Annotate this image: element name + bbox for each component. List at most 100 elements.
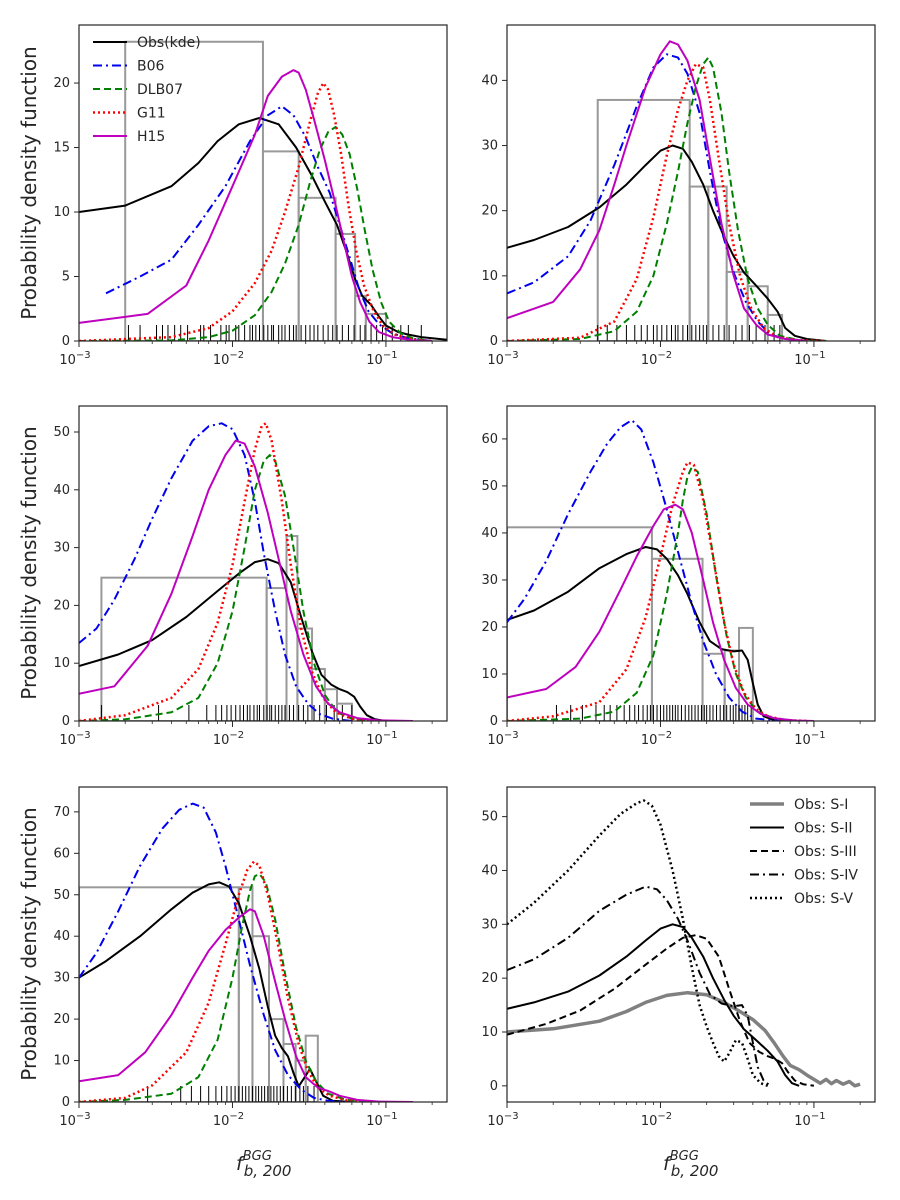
x-tick-exp: −1 [383, 350, 398, 361]
y-tick-label: 40 [481, 73, 498, 88]
x-tick-exp: −1 [383, 1111, 398, 1122]
y-tick-label: 60 [481, 432, 498, 447]
x-label-sup: BGG [243, 1149, 272, 1164]
series-line-obs-kde- [507, 546, 791, 721]
series-line-dlb07 [79, 873, 372, 1102]
x-tick-label: 10−1 [366, 730, 397, 748]
y-tick-label: 20 [53, 598, 70, 613]
x-tick-exp: −2 [657, 350, 672, 361]
hist-bar [650, 557, 704, 721]
x-tick-base: 10 [59, 733, 76, 748]
series-line-obs-kde- [79, 116, 447, 341]
x-tick-base: 10 [487, 1114, 504, 1129]
series-line-g11 [507, 461, 807, 721]
series-line-h15 [79, 908, 414, 1102]
series-lines [507, 799, 861, 1088]
x-tick-exp: −2 [657, 1111, 672, 1122]
x-tick-exp: −2 [229, 730, 244, 741]
hist-bar [100, 576, 268, 721]
series-line-dlb07 [79, 125, 433, 341]
y-tick-label: 30 [481, 573, 498, 588]
legend-label: Obs: S-V [794, 891, 853, 907]
series-lines [507, 40, 827, 341]
x-tick-base: 10 [641, 353, 658, 368]
y-tick-label: 20 [481, 204, 498, 219]
x-tick-label: 10−3 [59, 730, 90, 748]
x-tick-label: 10−3 [59, 1111, 90, 1129]
y-tick-label: 0 [62, 1095, 70, 1110]
rug [127, 325, 422, 341]
plot-frame [506, 24, 876, 342]
x-tick-base: 10 [213, 353, 230, 368]
hist-bar [297, 196, 337, 341]
x-tick-label: 10−2 [641, 1111, 672, 1129]
series-lines [79, 802, 414, 1102]
y-tick-label: 0 [62, 334, 70, 349]
x-tick-label: 10−2 [213, 730, 244, 748]
x-tick-base: 10 [366, 1114, 383, 1129]
x-tick-base: 10 [794, 733, 811, 748]
x-tick-label: 10−1 [366, 350, 397, 368]
y-tick-label: 0 [490, 1079, 498, 1094]
x-tick-exp: −2 [657, 730, 672, 741]
x-tick-base: 10 [59, 1114, 76, 1129]
y-tick-label: 15 [53, 141, 70, 156]
legend: Obs(kde) B06 DLB07 G11 H15 [93, 35, 201, 145]
y-tick-label: 30 [481, 917, 498, 932]
rug [506, 705, 752, 721]
x-tick-base: 10 [794, 353, 811, 368]
series-lines [79, 69, 447, 341]
legend-label: G11 [137, 106, 166, 122]
x-tick-exp: −3 [76, 350, 91, 361]
y-tick-label: 0 [62, 714, 70, 729]
series-line-g11 [79, 860, 372, 1102]
x-tick-base: 10 [794, 1114, 811, 1129]
y-axis-label-row-3: Probability density function [17, 807, 41, 1080]
hist-bar [701, 652, 726, 721]
series-line-obs-s-iv [507, 885, 771, 1087]
hist-bar [261, 150, 300, 341]
y-tick-label: 50 [53, 425, 70, 440]
series-line-g11 [79, 422, 372, 721]
x-tick-exp: −1 [383, 730, 398, 741]
x-tick-exp: −2 [229, 1111, 244, 1122]
series-line-h15 [79, 69, 433, 341]
x-tick-exp: −3 [504, 730, 519, 741]
x-tick-base: 10 [366, 353, 383, 368]
series-line-obs-kde- [507, 144, 827, 341]
legend-label: Obs: S-I [794, 797, 848, 813]
x-tick-label: 10−1 [794, 730, 825, 748]
series-line-h15 [507, 40, 807, 341]
series-line-obs-s-iii [507, 934, 815, 1087]
plot-frame [506, 786, 876, 1103]
hist-bar [688, 185, 710, 341]
rug [100, 705, 353, 721]
series-line-h15 [507, 503, 814, 721]
series-line-g11 [79, 81, 433, 341]
legend-label: Obs: S-III [794, 844, 857, 860]
x-tick-base: 10 [487, 353, 504, 368]
legend-label: H15 [137, 129, 165, 145]
x-tick-label: 10−2 [641, 350, 672, 368]
y-tick-label: 20 [481, 620, 498, 635]
y-tick-label: 30 [53, 971, 70, 986]
x-label-main: f [663, 1153, 673, 1175]
rug [147, 1086, 315, 1102]
x-tick-label: 10−2 [641, 730, 672, 748]
y-tick-label: 30 [481, 139, 498, 154]
plot-frame [78, 405, 448, 722]
series-line-b06 [79, 422, 353, 721]
plot-frame [78, 24, 448, 342]
y-tick-label: 10 [53, 205, 70, 220]
x-axis-label-left: fBGG b, 200 [236, 1149, 291, 1180]
x-axis-label-right: fBGG b, 200 [663, 1149, 718, 1180]
legend-label: Obs: S-IV [794, 868, 858, 884]
y-tick-label: 40 [481, 863, 498, 878]
x-tick-label: 10−3 [487, 730, 518, 748]
